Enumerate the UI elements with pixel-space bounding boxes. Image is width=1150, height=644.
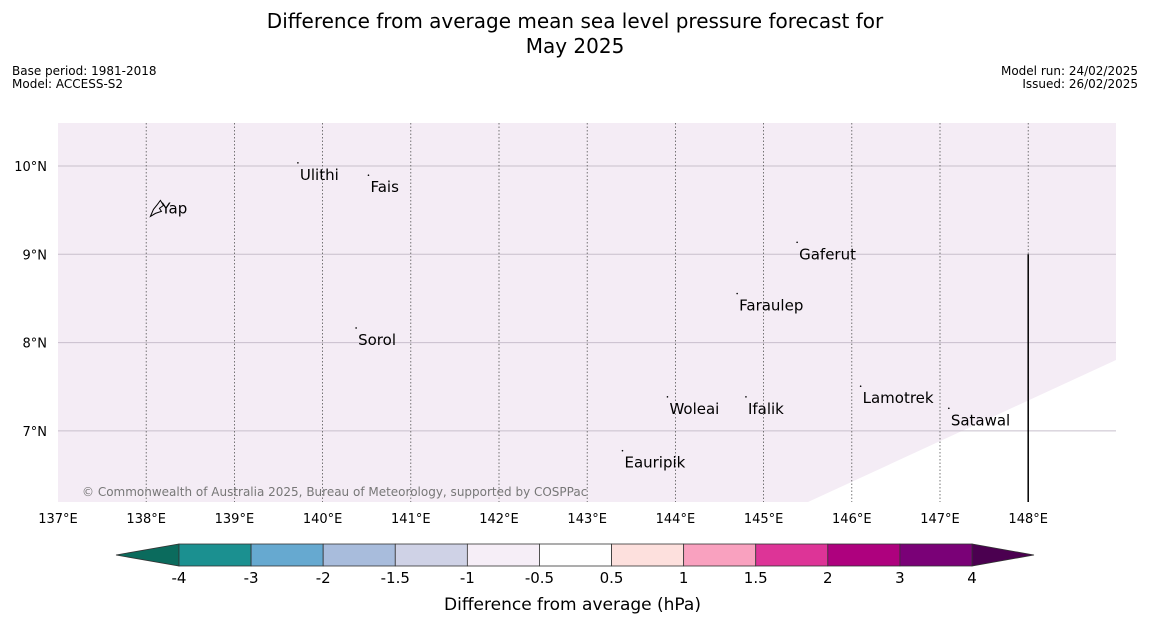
title-line-2: May 2025 <box>525 34 625 58</box>
colorbar-tick-label: 1.5 <box>744 569 768 587</box>
colorbar-tick-label: -2 <box>316 569 331 587</box>
latitude-label: 10°N <box>14 160 47 175</box>
colorbar-label: Difference from average (hPa) <box>444 595 701 615</box>
colorbar-bin <box>611 543 685 567</box>
longitude-label: 145°E <box>744 512 784 527</box>
island-marker <box>948 407 950 410</box>
longitude-label: 139°E <box>215 512 255 527</box>
colorbar: -4 -3 -2 -1.5 -1 -0.5 0.5 1 1.5 2 3 4 Difference fro… <box>115 543 1035 615</box>
metadata-right: Model run: 24/02/2025 Issued: 26/02/2025 <box>1001 65 1138 91</box>
island-marker <box>367 174 370 176</box>
colorbar-tick-label: 2 <box>823 569 833 587</box>
place-label: Ifalik <box>748 400 784 418</box>
colorbar-bin <box>178 543 252 567</box>
issued-date: Issued: 26/02/2025 <box>1022 77 1138 91</box>
longitude-label: 144°E <box>656 512 696 527</box>
latitude-label: 8°N <box>23 337 48 352</box>
yap-island-outline <box>149 199 165 218</box>
latitude-label: 9°N <box>23 248 48 263</box>
island-marker <box>859 385 862 388</box>
longitude-label: 138°E <box>126 512 166 527</box>
colorbar-bin <box>466 543 540 567</box>
place-label: Yap <box>160 199 187 217</box>
colorbar-under-arrow <box>115 543 180 567</box>
colorbar-bin <box>250 543 324 567</box>
copyright-notice: © Commonwealth of Australia 2025, Bureau… <box>82 485 587 499</box>
colorbar-tick-label: 4 <box>967 569 977 587</box>
longitude-label: 143°E <box>567 512 607 527</box>
colorbar-tick-label: 1 <box>679 569 689 587</box>
longitude-label: 146°E <box>832 512 872 527</box>
place-label: Satawal <box>951 411 1010 429</box>
place-label: Faraulep <box>739 297 803 315</box>
model-run: Model run: 24/02/2025 <box>1000 64 1138 78</box>
place-label: Gaferut <box>799 245 856 263</box>
place-label: Sorol <box>358 331 396 349</box>
island-marker <box>736 292 738 295</box>
colorbar-bin <box>899 543 973 567</box>
colorbar-bin <box>827 543 901 567</box>
colorbar-tick-label: -1.5 <box>381 569 410 587</box>
model-name: Model: ACCESS-S2 <box>12 77 124 91</box>
island-marker <box>796 241 798 244</box>
colorbar-bin <box>394 543 468 567</box>
colorbar-over-arrow <box>971 543 1035 567</box>
longitude-label: 140°E <box>303 512 343 527</box>
place-label: Fais <box>370 178 399 196</box>
island-marker <box>621 449 624 452</box>
place-label: Woleai <box>669 400 719 418</box>
place-label: Eauripik <box>624 454 685 472</box>
colorbar-tick-label: -1 <box>460 569 475 587</box>
longitude-label: 148°E <box>1008 512 1048 527</box>
island-marker <box>355 327 357 329</box>
place-label: Lamotrek <box>863 389 934 407</box>
colorbar-tick-label: 3 <box>895 569 905 587</box>
colorbar-bin <box>539 543 612 567</box>
colorbar-tick-label: 0.5 <box>600 569 624 587</box>
chart-title: Difference from average mean sea level p… <box>0 9 1150 59</box>
colorbar-tick-label: -0.5 <box>525 569 554 587</box>
island-marker <box>666 396 669 398</box>
metadata-left: Base period: 1981-2018 Model: ACCESS-S2 <box>12 65 157 91</box>
base-period: Base period: 1981-2018 <box>12 64 157 78</box>
colorbar-bin <box>322 543 396 567</box>
latitude-label: 7°N <box>23 425 48 440</box>
place-label: Ulithi <box>300 166 339 184</box>
longitude-label: 137°E <box>38 512 78 527</box>
longitude-label: 142°E <box>479 512 519 527</box>
colorbar-tick-label: -4 <box>172 569 187 587</box>
longitude-label: 147°E <box>920 512 960 527</box>
colorbar-bin <box>755 543 829 567</box>
colorbar-tick-label: -3 <box>244 569 259 587</box>
island-marker <box>745 396 747 398</box>
longitude-label: 141°E <box>391 512 431 527</box>
title-line-1: Difference from average mean sea level p… <box>266 9 884 33</box>
colorbar-bin <box>683 543 757 567</box>
island-marker <box>297 162 299 164</box>
map-layer: 10°N 9°N 8°N 7°N 137°E 138°E 139°E 140°E 141°E 14… <box>14 123 1116 527</box>
